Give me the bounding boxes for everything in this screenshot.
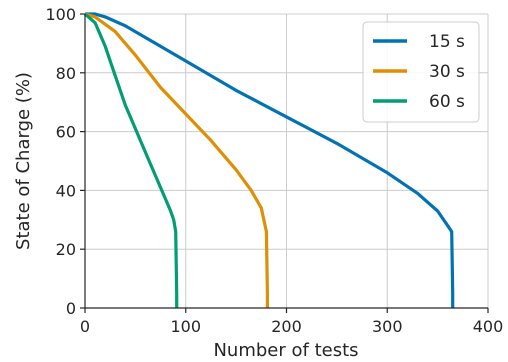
legend-box: [362, 21, 480, 123]
y-tick-label: 20: [56, 240, 76, 259]
series-line: [84, 12, 269, 308]
legend-label: 15 s: [429, 32, 465, 52]
x-tick-label: 400: [473, 317, 504, 336]
legend-label: 30 s: [429, 62, 465, 82]
y-tick-label: 80: [56, 64, 76, 83]
y-tick-label: 0: [66, 299, 76, 318]
y-tick-label: 40: [56, 181, 76, 200]
series-layer: [83, 12, 455, 308]
x-tick-label: 200: [271, 317, 302, 336]
y-axis-title: State of Charge (%): [13, 72, 34, 250]
ticks: 0 100 200 300 400 0 20 40 60 80 100: [45, 5, 503, 336]
legend-label: 60 s: [429, 92, 465, 112]
x-tick-label: 0: [80, 317, 90, 336]
x-tick-label: 100: [170, 317, 201, 336]
series-line: [83, 12, 179, 308]
y-tick-label: 60: [56, 123, 76, 142]
series-line: [85, 12, 455, 308]
x-axis-title: Number of tests: [213, 340, 358, 361]
x-tick-label: 300: [372, 317, 403, 336]
legend: 15 s 30 s 60 s: [362, 21, 480, 123]
y-tick-label: 100: [45, 5, 76, 24]
